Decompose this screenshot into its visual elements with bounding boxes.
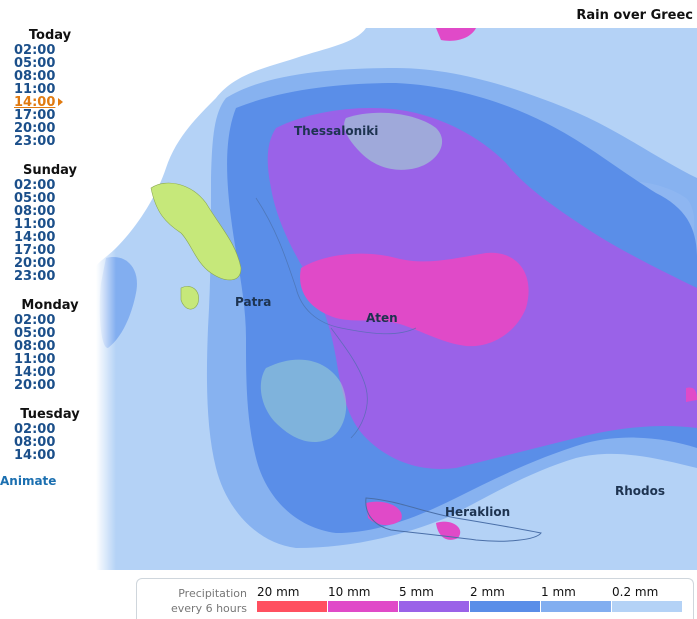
- time-link[interactable]: 17:00: [14, 108, 56, 123]
- legend-value: 5 mm: [399, 585, 434, 599]
- time-link[interactable]: 23:00: [14, 134, 56, 149]
- city-thessaloniki: Thessaloniki: [294, 124, 378, 138]
- day-label: Today: [28, 28, 72, 43]
- precipitation-legend: Precipitation every 6 hours 20 mm 10 mm …: [136, 578, 694, 619]
- time-link[interactable]: 05:00: [14, 191, 56, 206]
- land-ionian: [180, 286, 199, 310]
- time-link[interactable]: 20:00: [14, 121, 56, 136]
- legend-swatch: [257, 601, 327, 612]
- map-fade: [96, 28, 116, 570]
- time-link[interactable]: 08:00: [14, 204, 56, 219]
- legend-value: 1 mm: [541, 585, 576, 599]
- time-link[interactable]: 14:00: [14, 448, 56, 463]
- legend-swatch: [612, 601, 682, 612]
- rain-layer-10mm: [436, 28, 476, 41]
- legend-swatch: [470, 601, 540, 612]
- time-link[interactable]: 02:00: [14, 43, 56, 58]
- city-patra: Patra: [235, 295, 271, 309]
- legend-value: 20 mm: [257, 585, 300, 599]
- day-label: Monday: [21, 298, 79, 313]
- day-tuesday: Tuesday 02:00 08:00 14:00: [0, 407, 96, 462]
- day-today: Today 02:00 05:00 08:00 11:00 14:00 17:0…: [0, 28, 96, 148]
- time-link[interactable]: 02:00: [14, 178, 56, 193]
- land-crete: [365, 497, 542, 542]
- land-macedonia: [344, 112, 443, 170]
- coastline: [255, 197, 417, 439]
- time-link[interactable]: 14:00: [14, 365, 56, 380]
- time-link[interactable]: 08:00: [14, 435, 56, 450]
- time-link[interactable]: 17:00: [14, 243, 56, 258]
- time-link[interactable]: 11:00: [14, 352, 56, 367]
- time-link-selected[interactable]: 14:00: [0, 96, 96, 109]
- time-link[interactable]: 23:00: [14, 269, 56, 284]
- day-sunday: Sunday 02:00 05:00 08:00 11:00 14:00 17:…: [0, 163, 96, 283]
- animate-link[interactable]: Animate: [0, 474, 57, 488]
- day-label: Tuesday: [20, 407, 80, 422]
- legend-swatch: [328, 601, 398, 612]
- time-link[interactable]: 14:00: [14, 230, 56, 245]
- day-monday: Monday 02:00 05:00 08:00 11:00 14:00 20:…: [0, 298, 96, 392]
- day-label: Sunday: [22, 163, 78, 178]
- city-aten: Aten: [366, 311, 398, 325]
- city-heraklion: Heraklion: [445, 505, 510, 519]
- city-rhodos: Rhodos: [615, 484, 665, 498]
- time-link[interactable]: 02:00: [14, 422, 56, 437]
- legend-swatch: [541, 601, 611, 612]
- land-peloponnese: [260, 359, 347, 443]
- time-link[interactable]: 20:00: [14, 378, 56, 393]
- time-link[interactable]: 05:00: [14, 56, 56, 71]
- rain-layer-10mm: [366, 501, 402, 526]
- time-link[interactable]: 02:00: [14, 313, 56, 328]
- rain-map[interactable]: Thessaloniki Patra Aten Heraklion Rhodos: [96, 28, 697, 570]
- legend-subtitle: every 6 hours: [171, 602, 247, 615]
- time-link-label: 14:00: [14, 95, 56, 110]
- time-link[interactable]: 08:00: [14, 69, 56, 84]
- time-link[interactable]: 08:00: [14, 339, 56, 354]
- land-ionian: [150, 182, 242, 281]
- map-title: Rain over Greec: [576, 8, 693, 23]
- legend-value: 10 mm: [328, 585, 371, 599]
- rain-layer-10mm: [436, 521, 461, 540]
- time-link[interactable]: 11:00: [14, 217, 56, 232]
- legend-swatch: [399, 601, 469, 612]
- time-link[interactable]: 20:00: [14, 256, 56, 271]
- legend-value: 0.2 mm: [612, 585, 659, 599]
- rain-layer-10mm: [686, 387, 697, 402]
- rain-layer-10mm: [300, 252, 529, 347]
- dry-area: [96, 28, 366, 268]
- time-link[interactable]: 05:00: [14, 326, 56, 341]
- selected-arrow-icon: [58, 98, 63, 106]
- legend-value: 2 mm: [470, 585, 505, 599]
- legend-title: Precipitation: [178, 587, 247, 600]
- time-link[interactable]: 11:00: [14, 82, 56, 97]
